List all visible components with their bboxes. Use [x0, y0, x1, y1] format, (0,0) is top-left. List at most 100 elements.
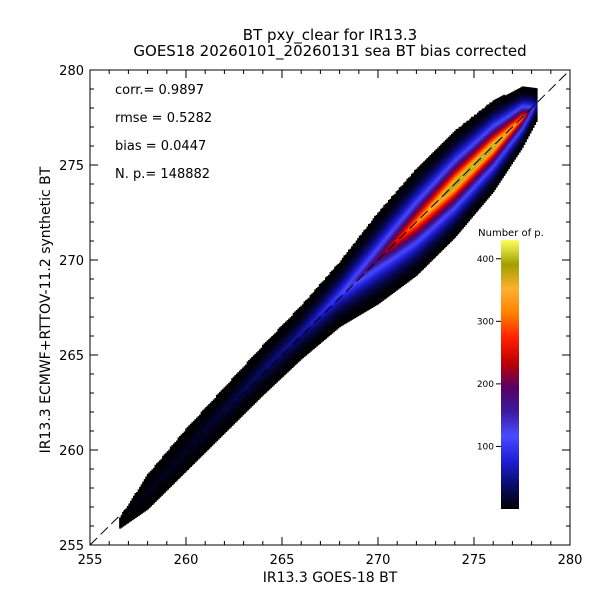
density-cell — [231, 397, 234, 401]
density-cell — [262, 385, 265, 388]
density-cell — [195, 429, 199, 432]
density-cell — [334, 325, 337, 328]
density-cell — [320, 320, 323, 323]
density-cell — [217, 432, 220, 436]
density-cell — [258, 353, 262, 356]
density-cell — [282, 341, 285, 344]
density-cell — [133, 506, 136, 509]
density-cell — [363, 249, 366, 252]
density-cell — [234, 376, 237, 379]
density-cell — [286, 344, 289, 347]
density-cell — [360, 289, 363, 292]
density-cell — [314, 295, 317, 298]
density-cell — [357, 277, 360, 280]
density-cell — [234, 394, 237, 398]
density-cell — [343, 307, 346, 310]
density-cell — [294, 337, 297, 340]
density-cell — [254, 355, 257, 358]
density-cell — [363, 275, 366, 278]
density-cell — [331, 273, 334, 276]
density-cell — [149, 480, 153, 483]
density-cell — [191, 431, 194, 434]
density-cell — [280, 357, 283, 360]
density-cell — [189, 460, 192, 463]
density-cell — [309, 322, 312, 325]
density-cell — [206, 437, 209, 440]
density-cell — [260, 352, 263, 355]
density-cell — [255, 373, 259, 376]
density-cell — [255, 369, 259, 372]
density-cell — [176, 473, 179, 477]
density-cell — [260, 381, 263, 384]
density-cell — [266, 378, 269, 381]
density-cell — [166, 484, 169, 487]
density-cell — [312, 321, 315, 324]
density-cell — [134, 500, 137, 503]
density-cell — [303, 301, 306, 304]
density-cell — [200, 451, 203, 454]
density-cell — [329, 320, 332, 323]
density-cell — [249, 369, 252, 372]
density-cell — [235, 385, 239, 388]
density-cell — [166, 476, 169, 480]
density-cell — [126, 519, 129, 522]
density-cell — [182, 452, 185, 455]
density-cell — [245, 372, 248, 375]
density-cell — [189, 457, 192, 460]
density-cell — [328, 300, 331, 303]
density-cell — [235, 416, 239, 419]
density-cell — [294, 349, 297, 352]
density-cell — [271, 364, 274, 368]
density-cell — [331, 316, 334, 319]
density-cell — [237, 382, 240, 385]
density-cell — [343, 285, 346, 288]
density-cell — [286, 338, 289, 341]
density-cell — [146, 484, 149, 487]
density-cell — [232, 402, 235, 405]
density-cell — [249, 375, 252, 378]
density-cell — [311, 343, 314, 346]
density-cell — [229, 390, 232, 393]
density-cell — [265, 384, 268, 387]
density-cell — [355, 295, 358, 298]
density-cell — [146, 493, 149, 496]
density-cell — [355, 284, 358, 287]
density-cell — [301, 343, 305, 346]
density-cell — [318, 303, 321, 306]
density-cell — [263, 356, 266, 360]
density-cell — [301, 321, 305, 324]
density-cell — [349, 257, 352, 260]
density-cell — [289, 367, 292, 370]
density-cell — [280, 347, 283, 350]
density-cell — [262, 346, 265, 349]
density-cell — [305, 336, 308, 339]
density-cell — [361, 299, 365, 302]
density-cell — [282, 342, 285, 345]
density-cell — [243, 379, 246, 382]
density-cell — [179, 440, 182, 443]
density-cell — [186, 437, 189, 440]
density-cell — [275, 331, 278, 334]
density-cell — [208, 423, 211, 426]
density-cell — [208, 413, 211, 416]
density-cell — [228, 387, 231, 390]
density-cell — [303, 353, 306, 356]
density-cell — [335, 265, 338, 268]
density-cell — [272, 368, 275, 371]
density-cell — [334, 277, 337, 280]
density-cell — [185, 452, 188, 455]
density-cell — [303, 350, 306, 353]
density-cell — [220, 391, 223, 394]
density-cell — [282, 350, 285, 353]
density-cell — [202, 425, 205, 428]
density-cell — [237, 394, 240, 398]
density-cell — [254, 367, 257, 370]
density-cell — [192, 422, 196, 425]
density-cell — [363, 284, 366, 287]
density-cell — [234, 396, 237, 399]
density-cell — [321, 304, 325, 307]
density-cell — [209, 442, 212, 445]
density-cell — [329, 276, 332, 279]
density-cell — [258, 387, 262, 390]
density-cell — [229, 394, 232, 398]
